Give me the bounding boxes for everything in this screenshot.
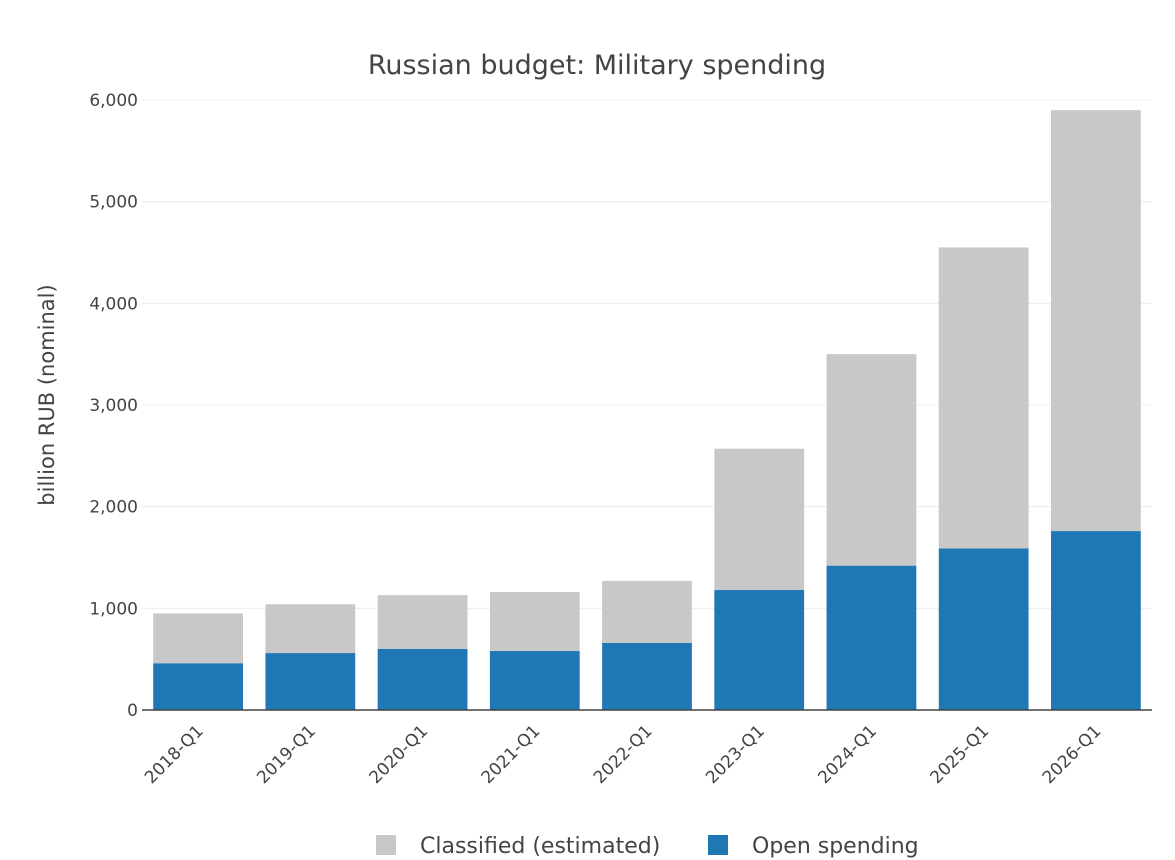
- bar-open-spending-2024-Q1: [826, 565, 917, 710]
- bar-open-spending-2019-Q1: [265, 653, 356, 710]
- legend: Classified (estimated) Open spending: [376, 834, 919, 859]
- x-tick-label: 2026-Q1: [1039, 721, 1106, 788]
- x-tick-label: 2024-Q1: [814, 721, 881, 788]
- bar-classified-estimated-2026-Q1: [1051, 110, 1141, 532]
- x-tick-label: 2023-Q1: [702, 721, 769, 788]
- y-tick-label: 2,000: [89, 498, 138, 518]
- y-tick-label: 6,000: [89, 91, 138, 111]
- y-tick-label: 1,000: [89, 599, 138, 619]
- bar-classified-estimated-2025-Q1: [938, 247, 1029, 549]
- bar-classified-estimated-2018-Q1: [153, 613, 243, 664]
- bar-open-spending-2022-Q1: [602, 642, 692, 710]
- bar-open-spending-2020-Q1: [377, 649, 468, 710]
- bar-open-spending-2018-Q1: [153, 663, 243, 710]
- legend-swatch-open-spending: [708, 835, 728, 855]
- y-axis-title: billion RUB (nominal): [35, 284, 59, 505]
- bars: [153, 110, 1141, 710]
- bar-open-spending-2026-Q1: [1051, 531, 1141, 710]
- bar-open-spending-2025-Q1: [938, 548, 1029, 710]
- x-tick-label: 2022-Q1: [590, 721, 657, 788]
- bar-classified-estimated-2021-Q1: [489, 592, 580, 652]
- legend-label-open-spending: Open spending: [752, 834, 919, 859]
- y-tick-label: 0: [127, 701, 138, 721]
- bar-open-spending-2021-Q1: [489, 651, 580, 710]
- legend-swatch-classified-estimated: [376, 835, 396, 855]
- x-tick-label: 2025-Q1: [927, 721, 994, 788]
- y-tick-label: 3,000: [89, 396, 138, 416]
- x-tick-label: 2018-Q1: [141, 721, 208, 788]
- bar-classified-estimated-2023-Q1: [714, 448, 805, 591]
- x-tick-label: 2019-Q1: [253, 721, 320, 788]
- x-tick-label: 2021-Q1: [478, 721, 545, 788]
- bar-classified-estimated-2020-Q1: [377, 595, 468, 649]
- bar-classified-estimated-2022-Q1: [602, 580, 692, 643]
- legend-label-classified-estimated: Classified (estimated): [420, 834, 660, 859]
- bar-open-spending-2023-Q1: [714, 590, 805, 710]
- y-tick-label: 5,000: [89, 193, 138, 213]
- bar-classified-estimated-2024-Q1: [826, 354, 917, 566]
- y-tick-label: 4,000: [89, 294, 138, 314]
- bar-classified-estimated-2019-Q1: [265, 604, 356, 654]
- x-tick-label: 2020-Q1: [365, 721, 432, 788]
- chart-title: Russian budget: Military spending: [368, 50, 826, 81]
